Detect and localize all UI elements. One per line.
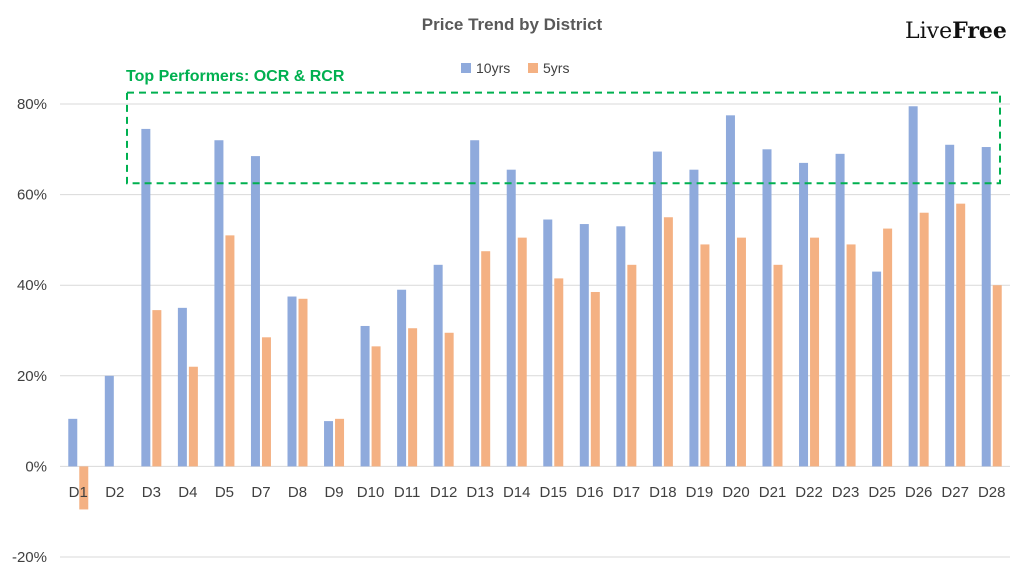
bar-10yrs-D8 [287, 296, 297, 467]
bar-5yrs-D17 [627, 264, 637, 467]
bar-10yrs-D4 [177, 307, 187, 467]
bar-10yrs-D26 [908, 106, 918, 467]
bar-5yrs-D19 [700, 244, 710, 467]
bar-5yrs-D14 [517, 237, 527, 467]
x-tick-label-D5: D5 [215, 484, 234, 501]
annotation-box [126, 91, 1001, 185]
bar-10yrs-D17 [616, 226, 626, 467]
x-tick-label-D26: D26 [905, 484, 933, 501]
bar-10yrs-D7 [250, 156, 260, 467]
x-tick-label-D7: D7 [251, 484, 270, 501]
x-tick-label-D10: D10 [357, 484, 385, 501]
legend-swatch-5yrs [528, 63, 538, 73]
bar-5yrs-D20 [736, 237, 746, 467]
bar-5yrs-D5 [225, 235, 235, 467]
x-tick-label-D11: D11 [394, 484, 420, 501]
x-tick-label-D20: D20 [722, 484, 750, 501]
bar-10yrs-D20 [725, 115, 735, 467]
bar-10yrs-D28 [981, 147, 991, 467]
y-tick-label: 40% [17, 277, 47, 294]
x-tick-label-D27: D27 [941, 484, 969, 501]
bar-5yrs-D12 [444, 332, 454, 467]
bar-10yrs-D15 [543, 219, 553, 467]
x-tick-label-D22: D22 [795, 484, 823, 501]
annotation-label: Top Performers: OCR & RCR [126, 68, 345, 85]
bar-5yrs-D10 [371, 346, 381, 467]
bar-5yrs-D3 [152, 310, 162, 467]
bar-10yrs-D13 [470, 140, 480, 467]
logo-text-live: Live [905, 19, 952, 44]
x-tick-label-D23: D23 [832, 484, 860, 501]
x-tick-label-D28: D28 [978, 484, 1006, 501]
x-tick-label-D1: D1 [69, 484, 88, 501]
bar-10yrs-D23 [835, 153, 845, 467]
x-tick-label-D15: D15 [540, 484, 568, 501]
x-tick-label-D25: D25 [868, 484, 896, 501]
legend-swatch-10yrs [461, 63, 471, 73]
bar-10yrs-D12 [433, 264, 443, 467]
x-tick-label-D13: D13 [466, 484, 494, 501]
legend: 10yrs 5yrs [461, 60, 569, 76]
bar-5yrs-D15 [554, 278, 564, 467]
bar-5yrs-D21 [773, 264, 783, 467]
bar-10yrs-D9 [324, 421, 334, 467]
bar-10yrs-D22 [799, 162, 809, 467]
bar-10yrs-D27 [945, 144, 955, 467]
bar-5yrs-D4 [188, 366, 198, 467]
x-tick-label-D18: D18 [649, 484, 677, 501]
bar-10yrs-D10 [360, 325, 370, 467]
bar-5yrs-D22 [810, 237, 820, 467]
bar-10yrs-D14 [506, 169, 516, 467]
bar-10yrs-D5 [214, 140, 224, 467]
x-tick-label-D19: D19 [686, 484, 714, 501]
bar-5yrs-D25 [883, 228, 893, 467]
x-tick-label-D12: D12 [430, 484, 458, 501]
bar-10yrs-D11 [397, 289, 407, 467]
x-tick-label-D17: D17 [613, 484, 641, 501]
bar-10yrs-D18 [652, 151, 662, 467]
legend-label-5yrs: 5yrs [543, 60, 569, 76]
y-tick-label: 0% [25, 458, 47, 475]
chart-title: Price Trend by District [422, 15, 603, 34]
logo-text-free: Free [952, 18, 1007, 44]
bar-5yrs-D18 [663, 217, 673, 467]
bar-5yrs-D16 [590, 291, 600, 467]
bar-10yrs-D19 [689, 169, 699, 467]
bar-10yrs-D16 [579, 224, 589, 467]
bar-5yrs-D8 [298, 298, 308, 467]
bar-5yrs-D13 [481, 251, 491, 467]
x-tick-label-D14: D14 [503, 484, 531, 501]
bar-5yrs-D23 [846, 244, 856, 467]
bar-10yrs-D1 [68, 418, 78, 467]
x-tick-label-D4: D4 [178, 484, 197, 501]
bar-5yrs-D7 [261, 337, 271, 467]
bar-5yrs-D28 [992, 285, 1002, 467]
x-tick-label-D8: D8 [288, 484, 307, 501]
y-tick-label: -20% [12, 549, 47, 566]
bar-10yrs-D2 [104, 375, 114, 467]
y-tick-label: 60% [17, 187, 47, 204]
bar-5yrs-D11 [408, 328, 418, 467]
x-tick-label-D3: D3 [142, 484, 161, 501]
x-tick-label-D21: D21 [759, 484, 787, 501]
bar-10yrs-D21 [762, 149, 772, 467]
bar-10yrs-D25 [872, 271, 882, 467]
x-tick-label-D2: D2 [105, 484, 124, 501]
x-tick-label-D9: D9 [324, 484, 343, 501]
y-axis-tick-labels: -20% 0% 20% 40% 60% 80% [12, 96, 47, 566]
x-tick-label-D16: D16 [576, 484, 604, 501]
legend-label-10yrs: 10yrs [476, 60, 510, 76]
bar-5yrs-D1 [79, 466, 89, 510]
bar-5yrs-D26 [919, 212, 929, 467]
bar-5yrs-D27 [956, 203, 966, 467]
x-axis-tick-labels: D1 D2 D3 D4 D5 D7 D8 D9 D10 D11 D12 D13 D14 D15 D16 D17… [69, 484, 1006, 501]
logo: LiveFree [905, 18, 1007, 44]
y-tick-label: 20% [17, 368, 47, 385]
bars [68, 106, 1002, 510]
bar-5yrs-D9 [335, 418, 345, 467]
bar-10yrs-D3 [141, 128, 151, 467]
y-tick-label: 80% [17, 96, 47, 113]
